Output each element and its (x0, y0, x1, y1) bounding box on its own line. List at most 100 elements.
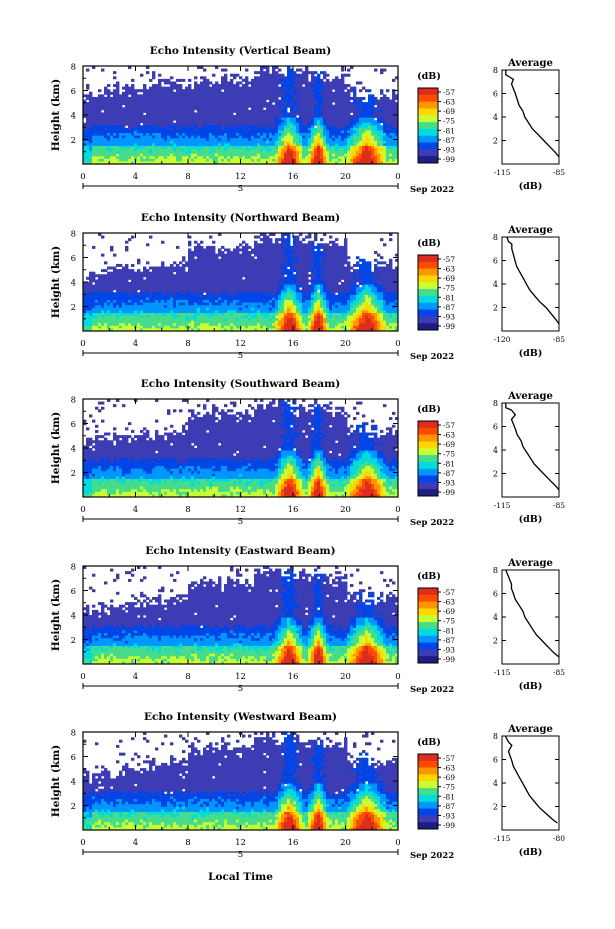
heatmap-cell (317, 158, 321, 162)
heatmap-cell (116, 115, 120, 118)
heatmap-cell (116, 302, 120, 306)
heatmap-cell (326, 158, 330, 162)
heatmap-cell (206, 125, 210, 129)
heatmap-cell (110, 284, 114, 288)
heatmap-cell (266, 143, 270, 147)
heatmap-cell (368, 112, 372, 116)
heatmap-cell (122, 315, 126, 319)
heatmap-cell (284, 109, 288, 113)
heatmap-cell (98, 112, 102, 116)
panel-title: Echo Intensity (Vertical Beam) (150, 45, 331, 57)
heatmap-cell (380, 68, 384, 72)
heatmap-cell (248, 289, 252, 293)
heatmap-cell (245, 86, 249, 90)
heatmap-cell (224, 297, 228, 301)
heatmap-cell (197, 109, 201, 113)
heatmap-cell (224, 81, 228, 85)
heatmap-cell (212, 248, 216, 252)
heatmap-cell (131, 161, 135, 165)
heatmap-cell (110, 307, 114, 311)
heatmap-cell (194, 266, 198, 270)
heatmap-cell (206, 323, 210, 327)
heatmap-cell (236, 315, 240, 319)
heatmap-cell (290, 81, 294, 85)
heatmap-cell (374, 148, 378, 152)
heatmap-cell (323, 104, 327, 108)
heatmap-cell (173, 325, 177, 329)
heatmap-cell (383, 145, 387, 149)
heatmap-cell (314, 115, 318, 118)
heatmap-cell (359, 109, 363, 113)
heatmap-cell (140, 325, 144, 329)
heatmap-cell (209, 135, 213, 139)
heatmap-cell (236, 96, 240, 100)
heatmap-cell (248, 310, 252, 314)
heatmap-cell (128, 133, 132, 137)
heatmap-cell (149, 284, 153, 288)
heatmap-cell (233, 274, 237, 278)
heatmap-cell (203, 125, 207, 129)
heatmap-cell (299, 104, 303, 108)
heatmap-cell (149, 109, 153, 113)
heatmap-cell (302, 125, 306, 129)
heatmap-cell (170, 274, 174, 278)
heatmap-cell (275, 140, 279, 144)
heatmap-cell (392, 109, 396, 113)
heatmap-cell (167, 315, 171, 319)
heatmap-cell (296, 78, 300, 82)
heatmap-cell (305, 130, 309, 134)
heatmap-cell (128, 109, 132, 113)
heatmap-cell (218, 115, 222, 118)
heatmap-cell (131, 274, 135, 278)
heatmap-cell (233, 305, 237, 309)
heatmap-cell (320, 107, 324, 111)
heatmap-cell (386, 140, 390, 144)
heatmap-cell (329, 104, 333, 108)
heatmap-cell (125, 109, 129, 113)
heatmap-cell (110, 276, 114, 280)
heatmap-cell (380, 115, 384, 118)
heatmap-cell (212, 315, 216, 319)
heatmap-cell (200, 135, 204, 139)
heatmap-cell (296, 109, 300, 113)
heatmap-cell (152, 145, 156, 149)
heatmap-cell (143, 294, 147, 298)
heatmap-cell (296, 99, 300, 103)
heatmap-cell (110, 297, 114, 301)
heatmap-cell (224, 130, 228, 134)
heatmap-cell (83, 320, 87, 324)
heatmap-cell (389, 161, 393, 165)
heatmap-cell (368, 156, 372, 160)
heatmap-cell (287, 86, 291, 90)
heatmap-cell (167, 276, 171, 280)
heatmap-cell (332, 78, 336, 82)
heatmap-cell (248, 91, 252, 95)
heatmap-cell (101, 115, 105, 118)
heatmap-cell (173, 282, 177, 285)
heatmap-cell (176, 117, 180, 121)
heatmap-cell (95, 312, 99, 316)
heatmap-cell (110, 274, 114, 278)
heatmap-cell (95, 130, 99, 134)
heatmap-cell (302, 96, 306, 100)
heatmap-cell (140, 297, 144, 301)
heatmap-cell (140, 102, 144, 106)
heatmap-cell (92, 287, 96, 291)
heatmap-cell (161, 161, 165, 165)
heatmap-cell (173, 81, 177, 85)
heatmap-cell (197, 86, 201, 90)
heatmap-cell (122, 158, 126, 162)
heatmap-cell (95, 148, 99, 152)
heatmap-cell (128, 276, 132, 280)
heatmap-cell (332, 161, 336, 165)
heatmap-cell (215, 140, 219, 144)
heatmap-cell (140, 287, 144, 291)
heatmap-cell (86, 86, 90, 90)
heatmap-cell (317, 84, 321, 88)
heatmap-cell (254, 145, 258, 149)
heatmap-cell (197, 156, 201, 160)
heatmap-cell (266, 94, 270, 98)
heatmap-cell (275, 120, 279, 124)
heatmap-cell (347, 143, 351, 147)
heatmap-cell (176, 323, 180, 327)
